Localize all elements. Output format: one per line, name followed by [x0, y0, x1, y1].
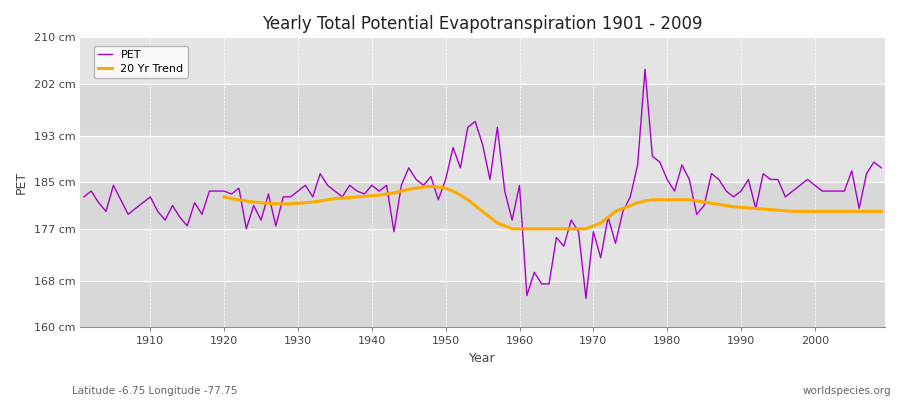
PET [640, 67, 651, 72]
Bar [80, 229, 885, 281]
Legend: PET, 20 Yr Trend: PET, 20 Yr Trend [94, 46, 188, 78]
PET [300, 183, 310, 188]
PET [345, 183, 356, 188]
20 Yr Trend [426, 184, 436, 189]
20 Yr Trend [780, 208, 791, 213]
Bar [80, 281, 885, 328]
20 Yr Trend [795, 209, 806, 214]
Line: 20 Yr Trend: 20 Yr Trend [224, 186, 881, 229]
PET [507, 218, 517, 222]
PET [78, 194, 89, 199]
PET [514, 183, 525, 188]
20 Yr Trend [861, 209, 872, 214]
Y-axis label: PET: PET [15, 171, 28, 194]
20 Yr Trend [308, 200, 319, 204]
Title: Yearly Total Potential Evapotranspiration 1901 - 2009: Yearly Total Potential Evapotranspiratio… [262, 15, 703, 33]
Bar [80, 37, 885, 84]
PET [610, 241, 621, 246]
20 Yr Trend [418, 185, 429, 190]
20 Yr Trend [691, 198, 702, 203]
20 Yr Trend [507, 226, 517, 231]
Bar [80, 136, 885, 182]
Bar [80, 84, 885, 136]
Text: Latitude -6.75 Longitude -77.75: Latitude -6.75 Longitude -77.75 [72, 386, 238, 396]
PET [580, 296, 591, 301]
20 Yr Trend [219, 194, 230, 199]
PET [138, 200, 148, 205]
Bar [80, 182, 885, 229]
Text: worldspecies.org: worldspecies.org [803, 386, 891, 396]
X-axis label: Year: Year [469, 352, 496, 365]
20 Yr Trend [876, 209, 886, 214]
Line: PET: PET [84, 69, 881, 298]
PET [876, 166, 886, 170]
